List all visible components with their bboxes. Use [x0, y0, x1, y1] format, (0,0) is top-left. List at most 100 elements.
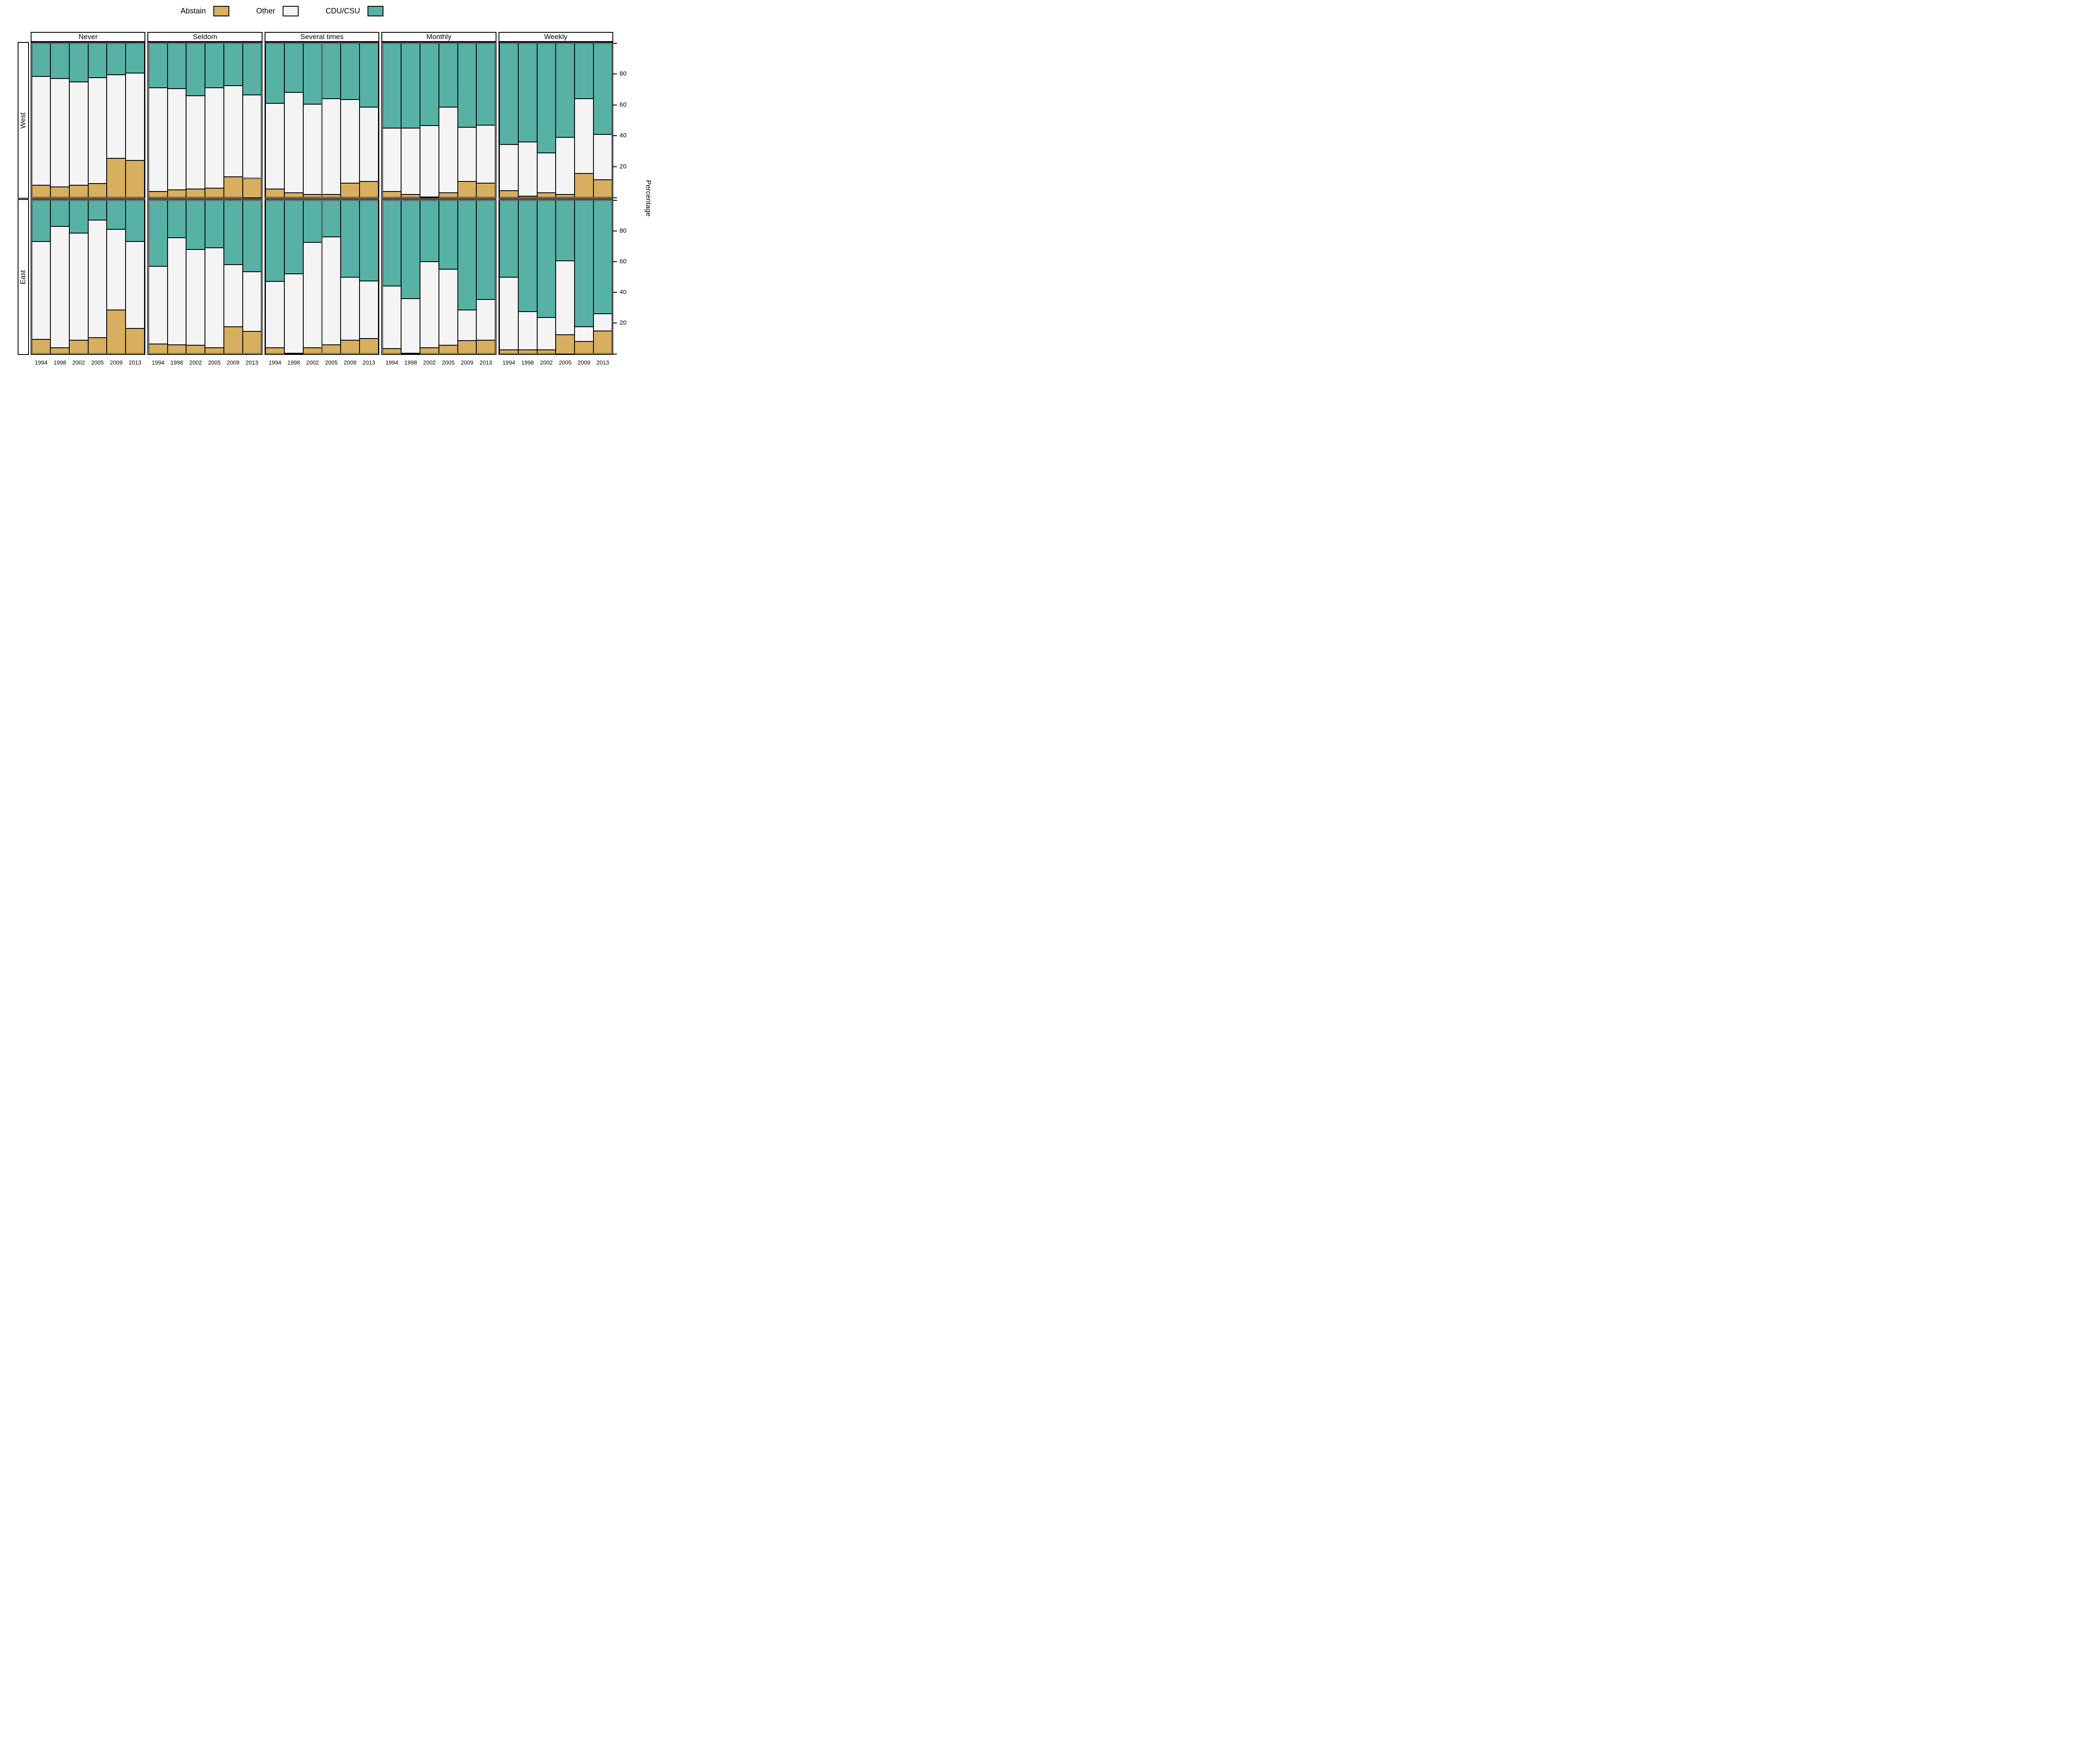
abstain-segment [284, 353, 303, 354]
abstain-segment [303, 347, 322, 354]
x-axis-year-label: 1998 [521, 360, 534, 366]
abstain-segment [401, 194, 420, 198]
other-segment [126, 73, 144, 161]
x-axis-year-label: 1998 [170, 360, 183, 366]
abstain-segment [205, 188, 224, 198]
other-segment [88, 220, 107, 338]
abstain-segment [341, 183, 360, 198]
abstain-segment [32, 185, 51, 198]
abstain-segment [556, 334, 575, 354]
other-segment [69, 81, 88, 186]
cdu-segment [265, 200, 285, 282]
abstain-segment [593, 331, 612, 354]
legend-item-abstain: Abstain [181, 6, 230, 16]
cdu-segment [284, 200, 303, 274]
other-segment [322, 98, 341, 195]
cdu-segment [420, 43, 439, 126]
cdu-segment [457, 43, 477, 128]
other-segment [186, 95, 205, 189]
other-segment [167, 89, 186, 190]
other-segment [284, 92, 303, 193]
other-segment [284, 274, 303, 353]
cdu-segment [205, 200, 224, 248]
x-axis-year-label: 2002 [72, 360, 85, 366]
abstain-segment [69, 185, 88, 198]
cdu-segment [518, 200, 537, 312]
y-axis-tick-label: 20 [620, 319, 627, 327]
other-segment [107, 229, 126, 310]
abstain-segment [499, 350, 518, 354]
other-segment [476, 125, 496, 183]
other-segment [69, 233, 88, 340]
cdu-segment [284, 43, 303, 93]
cdu-segment [537, 43, 556, 153]
y-axis-tick-label: 40 [620, 289, 627, 296]
other-segment [457, 127, 477, 181]
other-segment [341, 277, 360, 340]
x-axis-year-label: 2009 [344, 360, 357, 366]
facet-header-weekly: Weekly [498, 32, 613, 42]
cdu-segment [167, 200, 186, 238]
other-segment [537, 318, 556, 350]
cdu-segment [303, 43, 322, 104]
x-axis-year-label: 2005 [91, 360, 104, 366]
other-segment [359, 281, 378, 339]
abstain-segment [223, 327, 243, 354]
cdu-segment [420, 200, 439, 262]
y-axis-tick [613, 166, 617, 167]
abstain-segment [382, 348, 402, 354]
legend-swatch-cducsu-icon [368, 6, 384, 16]
legend: Abstain Other CDU/CSU [181, 6, 384, 16]
legend-item-other: Other [256, 6, 299, 16]
abstain-segment [265, 189, 285, 198]
abstain-segment [50, 347, 69, 354]
legend-label-other: Other [256, 7, 276, 15]
y-axis-tick-label: 60 [620, 101, 627, 108]
abstain-segment [223, 176, 243, 198]
facet-header-several-times: Several times [264, 32, 380, 42]
cdu-segment [186, 43, 205, 96]
abstain-segment [499, 190, 518, 198]
y-axis-tick-label: 40 [620, 132, 627, 139]
other-segment [593, 314, 612, 331]
other-segment [401, 128, 420, 195]
y-axis-title: Percentage [644, 180, 653, 217]
cdu-segment [69, 43, 88, 82]
abstain-segment [420, 197, 439, 198]
cdu-segment [575, 43, 593, 99]
other-segment [341, 99, 360, 183]
other-segment [88, 78, 107, 184]
cdu-segment [401, 43, 420, 128]
other-segment [32, 242, 51, 339]
abstain-segment [88, 184, 107, 198]
abstain-segment [126, 328, 144, 354]
facet-row-strip-east: East [18, 199, 29, 355]
x-axis-year-label: 2009 [110, 360, 123, 366]
abstain-segment [457, 181, 477, 198]
other-segment [50, 79, 69, 187]
cdu-segment [32, 43, 51, 76]
other-segment [518, 311, 537, 350]
abstain-segment [88, 338, 107, 354]
x-axis-year-label: 2002 [540, 360, 553, 366]
facet-row-strip-west: West [18, 42, 29, 199]
cdu-segment [167, 43, 186, 89]
x-axis-year-label: 2013 [479, 360, 492, 366]
legend-label-abstain: Abstain [181, 7, 206, 15]
other-segment [420, 126, 439, 197]
x-axis-year-label: 2013 [245, 360, 258, 366]
x-axis-year-label: 2005 [559, 360, 572, 366]
cdu-segment [303, 200, 322, 243]
abstain-segment [518, 350, 537, 354]
abstain-segment [126, 160, 144, 198]
other-segment [537, 152, 556, 193]
other-segment [265, 103, 285, 189]
cdu-segment [205, 43, 224, 88]
abstain-segment [186, 189, 205, 198]
legend-swatch-other-icon [283, 6, 299, 16]
abstain-segment [205, 347, 224, 354]
cdu-segment [265, 43, 285, 104]
other-segment [438, 269, 458, 346]
x-axis-year-label: 1994 [502, 360, 515, 366]
x-axis-year-label: 1994 [386, 360, 399, 366]
